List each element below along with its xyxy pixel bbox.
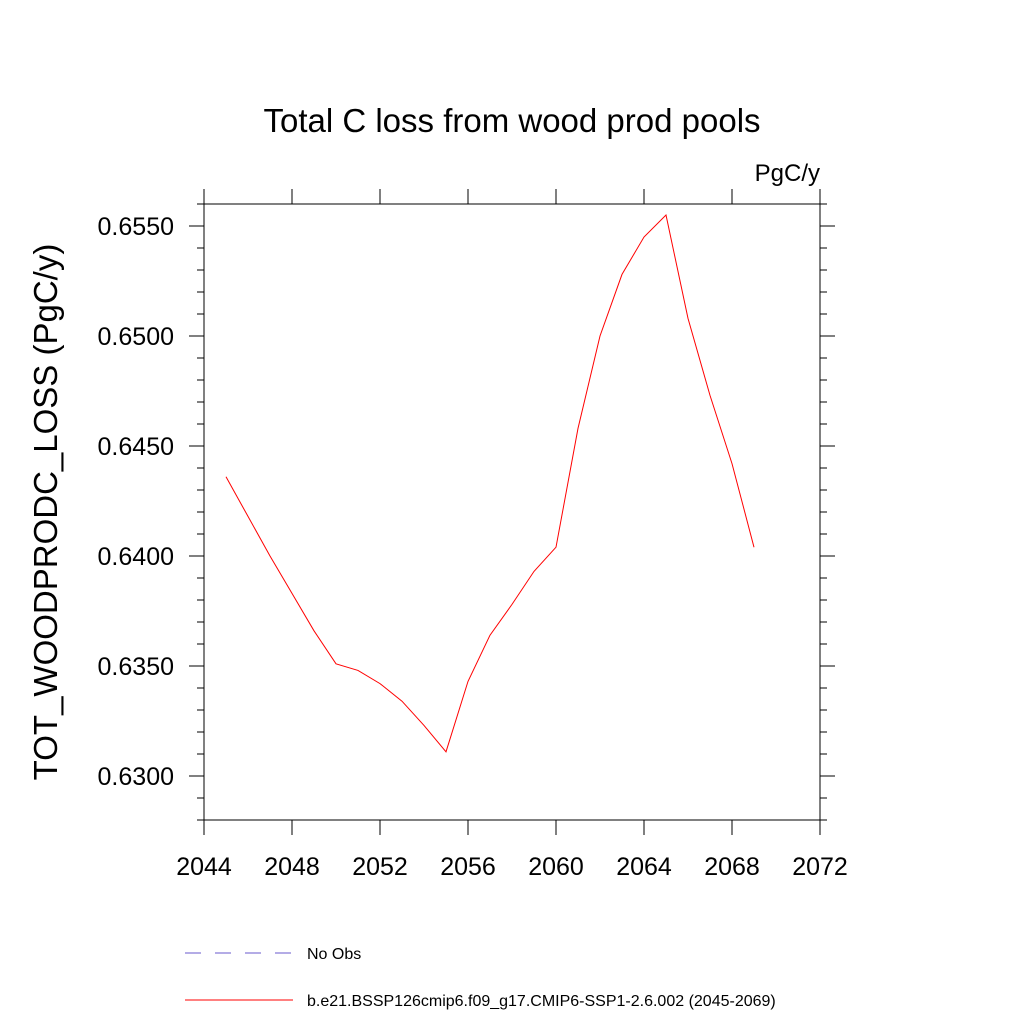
- legend-label: No Obs: [307, 946, 361, 963]
- units-label: PgC/y: [755, 160, 820, 187]
- x-tick-label: 2048: [264, 853, 320, 881]
- ticks-layer: [189, 189, 835, 835]
- x-tick-labels: 2044 2048 2052 2056 2060 2064 2068 2072: [176, 853, 848, 881]
- x-tick-label: 2064: [616, 853, 672, 881]
- legend: No Obs b.e21.BSSP126cmip6.f09_g17.CMIP6-S…: [185, 946, 776, 1010]
- legend-label: b.e21.BSSP126cmip6.f09_g17.CMIP6-SSP1-2.…: [307, 993, 776, 1010]
- x-tick-label: 2068: [704, 853, 760, 881]
- x-tick-label: 2060: [528, 853, 584, 881]
- series-layer: [225, 213, 755, 753]
- chart-title: Total C loss from wood prod pools: [263, 102, 760, 139]
- x-tick-label: 2056: [440, 853, 496, 881]
- y-tick-labels: 0.6300 0.6350 0.6400 0.6450 0.6500 0.6550: [98, 213, 174, 791]
- y-axis-label: TOT_WOODPRODC_LOSS (PgC/y): [27, 244, 64, 781]
- y-tick-label: 0.6400: [98, 543, 174, 571]
- y-tick-label: 0.6450: [98, 433, 174, 461]
- y-tick-label: 0.6500: [98, 323, 174, 351]
- plot-frame: [203, 203, 821, 821]
- series-line-0: [225, 213, 755, 753]
- y-tick-label: 0.6350: [98, 653, 174, 681]
- y-tick-label: 0.6300: [98, 763, 174, 791]
- x-tick-label: 2052: [352, 853, 408, 881]
- x-tick-label: 2072: [792, 853, 848, 881]
- x-tick-label: 2044: [176, 853, 232, 881]
- y-tick-label: 0.6550: [98, 213, 174, 241]
